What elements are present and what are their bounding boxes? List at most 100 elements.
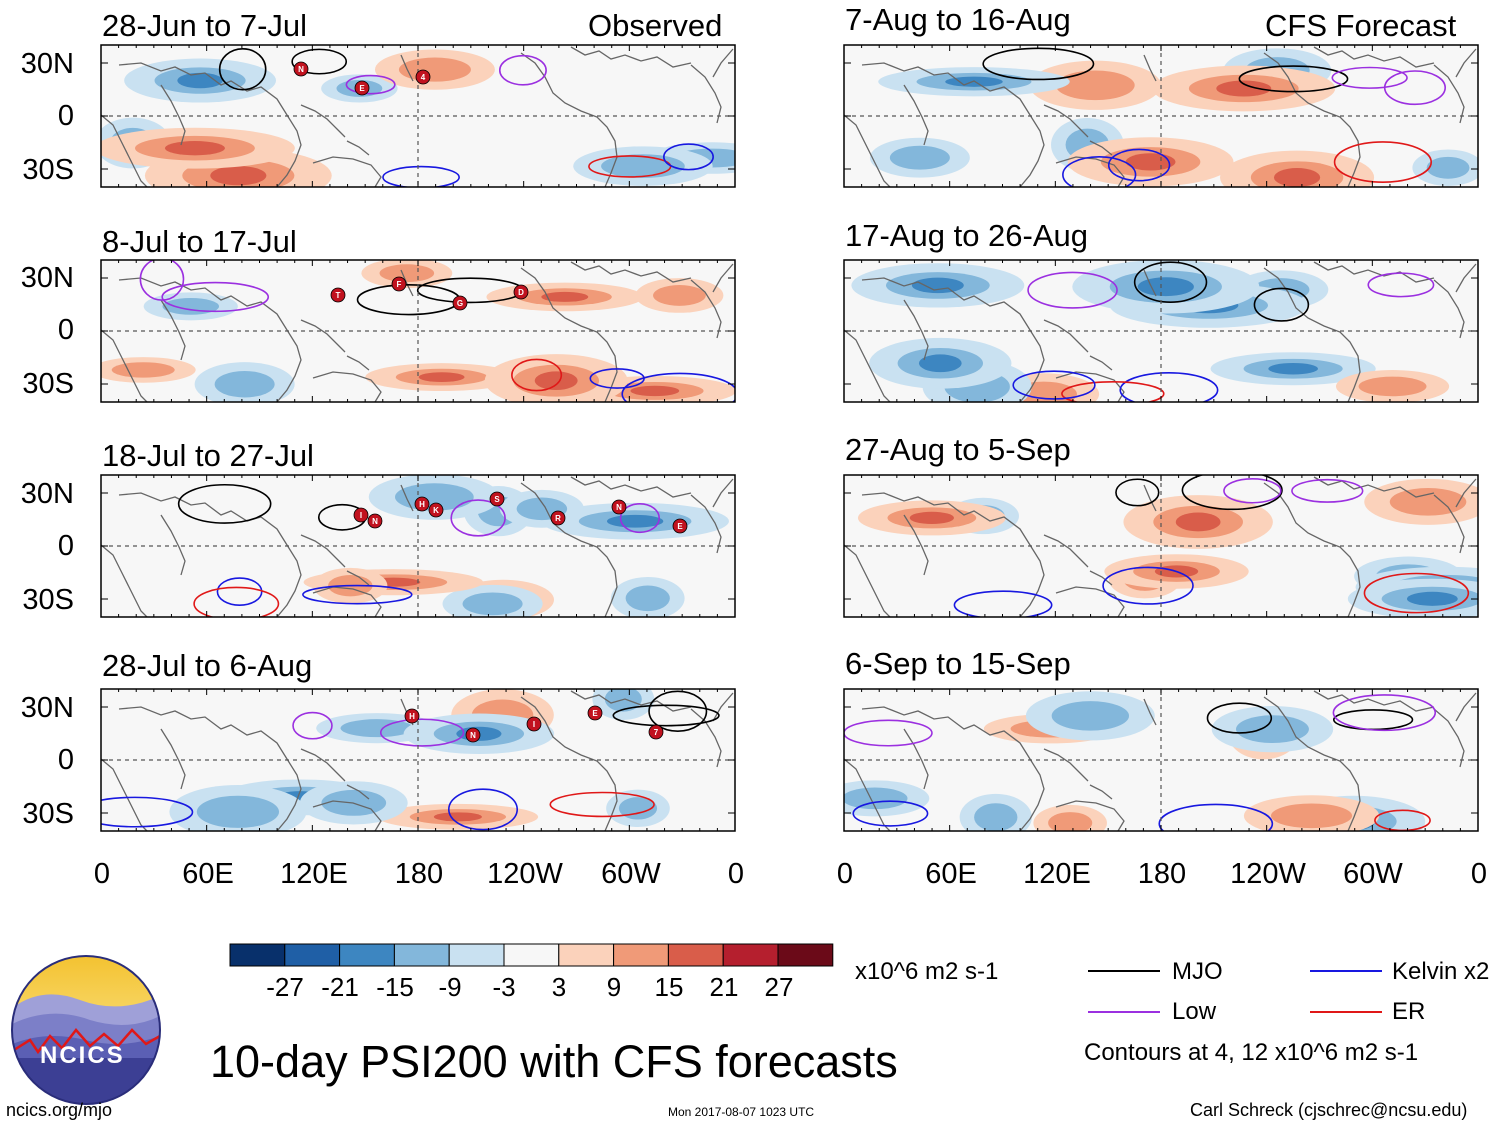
legend-label-er: ER bbox=[1392, 998, 1426, 1025]
storm-code: I bbox=[533, 720, 535, 729]
coastline bbox=[1143, 698, 1157, 726]
storm-icon bbox=[330, 287, 346, 303]
colorbar-tick: 27 bbox=[764, 972, 794, 1002]
lon-label-obs-120w: 120W bbox=[487, 858, 563, 890]
lon-label-fcst-180: 180 bbox=[1137, 858, 1187, 890]
lat-label-30s: 30S bbox=[22, 584, 74, 616]
lon-label-fcst-60e: 60E bbox=[925, 858, 977, 890]
wave-contour bbox=[1333, 141, 1433, 183]
colorbar-tick: 3 bbox=[551, 972, 567, 1002]
storm-code: K bbox=[433, 506, 439, 515]
lat-label-eq: 0 bbox=[57, 314, 74, 346]
storm-code: N bbox=[470, 731, 476, 740]
coastline bbox=[690, 279, 722, 339]
wave-contour bbox=[193, 586, 280, 617]
storm-code: E bbox=[677, 522, 683, 531]
coastline bbox=[570, 261, 692, 283]
wave-contour bbox=[1363, 572, 1470, 614]
map-panel bbox=[843, 688, 1479, 832]
wave-contour bbox=[177, 483, 272, 524]
wave-contour bbox=[1181, 475, 1283, 511]
anomaly-peak bbox=[1175, 512, 1221, 532]
footer-url[interactable]: ncics.org/mjo bbox=[6, 1100, 113, 1120]
panel-title-observed-3: 18-Jul to 27-Jul bbox=[102, 438, 314, 473]
coastline bbox=[1055, 800, 1125, 831]
coastline bbox=[160, 299, 186, 361]
coastline bbox=[118, 706, 302, 831]
coastline bbox=[400, 269, 414, 297]
wave-contour bbox=[621, 372, 735, 402]
lat-label-30s: 30S bbox=[22, 798, 74, 830]
coastline bbox=[1263, 482, 1361, 617]
wave-contour bbox=[1107, 148, 1171, 182]
anomaly-peak bbox=[909, 511, 955, 525]
coastline bbox=[346, 140, 370, 156]
colorbar bbox=[229, 943, 834, 967]
lon-label-fcst-120e: 120E bbox=[1023, 858, 1091, 890]
coastline bbox=[1433, 494, 1465, 554]
negative-anomaly-core bbox=[1051, 701, 1130, 731]
coastline bbox=[312, 371, 382, 402]
coastline bbox=[520, 482, 618, 617]
lon-label-obs-120e: 120E bbox=[280, 858, 348, 890]
positive-anomaly-core bbox=[1389, 488, 1467, 516]
wave-contour bbox=[1133, 261, 1208, 304]
coastline bbox=[1455, 48, 1477, 78]
colorbar-units: x10^6 m2 s-1 bbox=[855, 958, 999, 985]
colorbar-swatch bbox=[339, 943, 395, 967]
coastline bbox=[101, 758, 148, 831]
positive-anomaly-core bbox=[1358, 376, 1427, 397]
coastline bbox=[300, 748, 346, 782]
coastline bbox=[1433, 708, 1465, 768]
wave-contour bbox=[1062, 156, 1137, 187]
map-panel: N E 4 bbox=[100, 44, 736, 188]
storm-code: 4 bbox=[421, 73, 426, 82]
colorbar-swatch bbox=[503, 943, 560, 967]
wave-contour bbox=[139, 260, 185, 301]
colorbar-tick: 9 bbox=[606, 972, 622, 1002]
coastline bbox=[346, 784, 370, 800]
lon-label-obs-180: 180 bbox=[394, 858, 444, 890]
coastline bbox=[1089, 570, 1113, 586]
wave-contour bbox=[648, 690, 708, 732]
coastline bbox=[160, 728, 186, 790]
coastline bbox=[1043, 104, 1089, 138]
storm-icon bbox=[414, 496, 430, 512]
lon-label-fcst-120w: 120W bbox=[1230, 858, 1306, 890]
negative-anomaly-core bbox=[196, 795, 280, 828]
colorbar-tick: 15 bbox=[654, 972, 684, 1002]
negative-anomaly-core bbox=[162, 297, 220, 315]
lon-label-obs-0: 0 bbox=[93, 858, 111, 890]
coastline bbox=[520, 696, 618, 831]
coastline bbox=[101, 544, 148, 617]
anomaly-peak bbox=[911, 277, 964, 294]
coastline bbox=[1313, 46, 1435, 68]
anomaly-peak bbox=[630, 385, 680, 397]
storm-code: S bbox=[494, 495, 500, 504]
wave-contour bbox=[302, 584, 413, 605]
anomaly-peak bbox=[1125, 153, 1176, 171]
lon-label-obs-0e: 0 bbox=[727, 858, 745, 890]
logo-text: NCICS bbox=[40, 1042, 125, 1069]
coastline bbox=[300, 104, 346, 138]
storm-icon bbox=[465, 727, 481, 743]
negative-anomaly-core bbox=[214, 370, 275, 398]
wave-contour bbox=[1115, 478, 1160, 507]
coastline bbox=[346, 570, 370, 586]
coastline bbox=[1089, 140, 1113, 156]
storm-code: D bbox=[518, 288, 524, 297]
legend-label-kelvin: Kelvin x2 bbox=[1392, 958, 1490, 985]
anomaly-peak bbox=[433, 812, 482, 822]
positive-anomaly-core bbox=[1055, 70, 1135, 101]
contour-note: Contours at 4, 12 x10^6 m2 s-1 bbox=[1084, 1039, 1419, 1066]
anomaly-peak bbox=[1137, 277, 1194, 297]
wave-contour bbox=[447, 788, 519, 831]
colorbar-swatch bbox=[777, 943, 834, 967]
wave-contour bbox=[619, 503, 661, 534]
colorbar-tick: -9 bbox=[438, 972, 462, 1002]
wave-contour bbox=[1223, 478, 1282, 504]
coastline bbox=[300, 319, 346, 353]
wave-contour bbox=[382, 165, 460, 187]
wave-contour bbox=[852, 800, 929, 827]
lat-label-eq: 0 bbox=[57, 100, 74, 132]
